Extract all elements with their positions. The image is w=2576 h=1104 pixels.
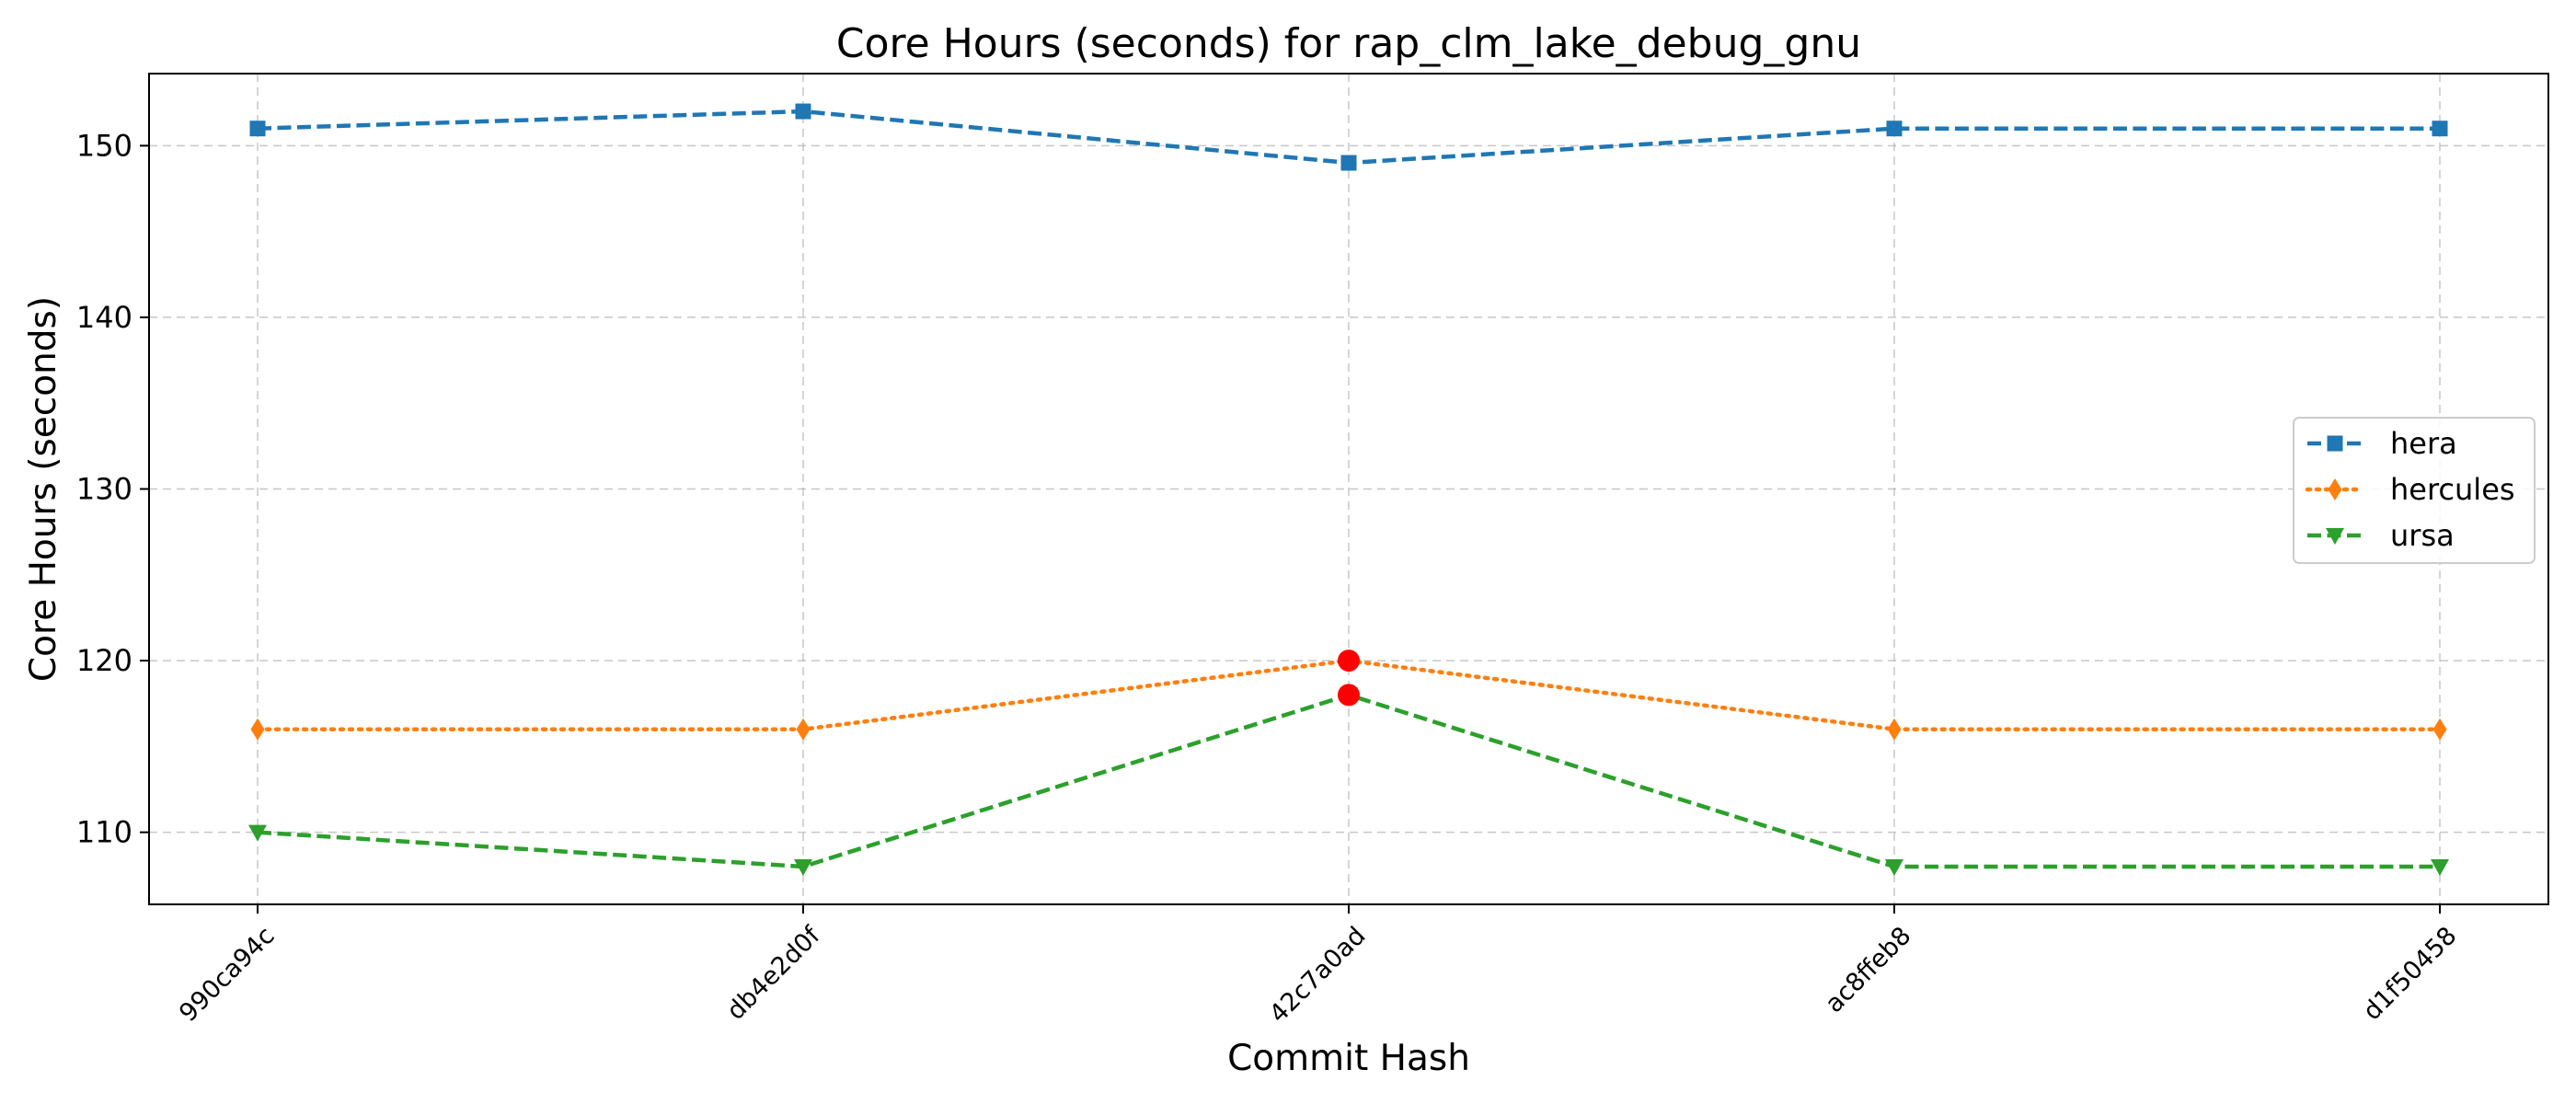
legend-label-hera: hera (2390, 426, 2457, 461)
data-point-hera-ac8ffeb8 (1886, 121, 1903, 137)
data-point-ursa-db4e2d0f (794, 858, 812, 876)
data-point-hera-db4e2d0f (795, 103, 811, 120)
data-point-hercules-db4e2d0f (796, 718, 811, 741)
legend: hera hercules ursa (2293, 417, 2536, 564)
series-layer (248, 103, 2449, 876)
y-axis-label: Core Hours (seconds) (23, 296, 64, 682)
y-tick-label-110: 110 (76, 815, 132, 850)
legend-marker-ursa (2326, 528, 2344, 545)
legend-item-hera: hera (2307, 426, 2457, 461)
y-tick-label-120: 120 (76, 643, 132, 678)
y-tick-label-140: 140 (76, 300, 132, 335)
data-point-ursa-ac8ffeb8 (1885, 858, 1903, 876)
data-point-hercules-ac8ffeb8 (1887, 718, 1902, 741)
legend-marker-hera (2327, 435, 2343, 452)
data-point-ursa-d1f50458 (2431, 858, 2449, 876)
data-point-ursa-990ca94c (248, 824, 267, 842)
data-point-hera-d1f50458 (2432, 121, 2448, 137)
series-hera (249, 103, 2448, 171)
y-tick-label-150: 150 (76, 128, 132, 163)
data-point-hera-990ca94c (249, 121, 266, 137)
highlight-point-hercules-42c7a0ad (1338, 650, 1360, 673)
legend-label-ursa: ursa (2390, 518, 2455, 553)
highlight-point-ursa-42c7a0ad (1338, 684, 1360, 707)
legend-box (2293, 417, 2536, 564)
legend-label-hercules: hercules (2390, 472, 2515, 507)
x-axis-label: Commit Hash (1227, 1038, 1470, 1079)
legend-item-ursa: ursa (2307, 518, 2455, 553)
y-tick-label-130: 130 (76, 472, 132, 507)
data-point-hera-42c7a0ad (1340, 155, 1357, 171)
legend-item-hercules: hercules (2305, 472, 2515, 507)
chart-title: Core Hours (seconds) for rap_clm_lake_de… (836, 20, 1861, 67)
data-point-hercules-d1f50458 (2432, 718, 2447, 741)
data-point-hercules-990ca94c (250, 718, 265, 741)
legend-marker-hercules (2328, 478, 2342, 500)
